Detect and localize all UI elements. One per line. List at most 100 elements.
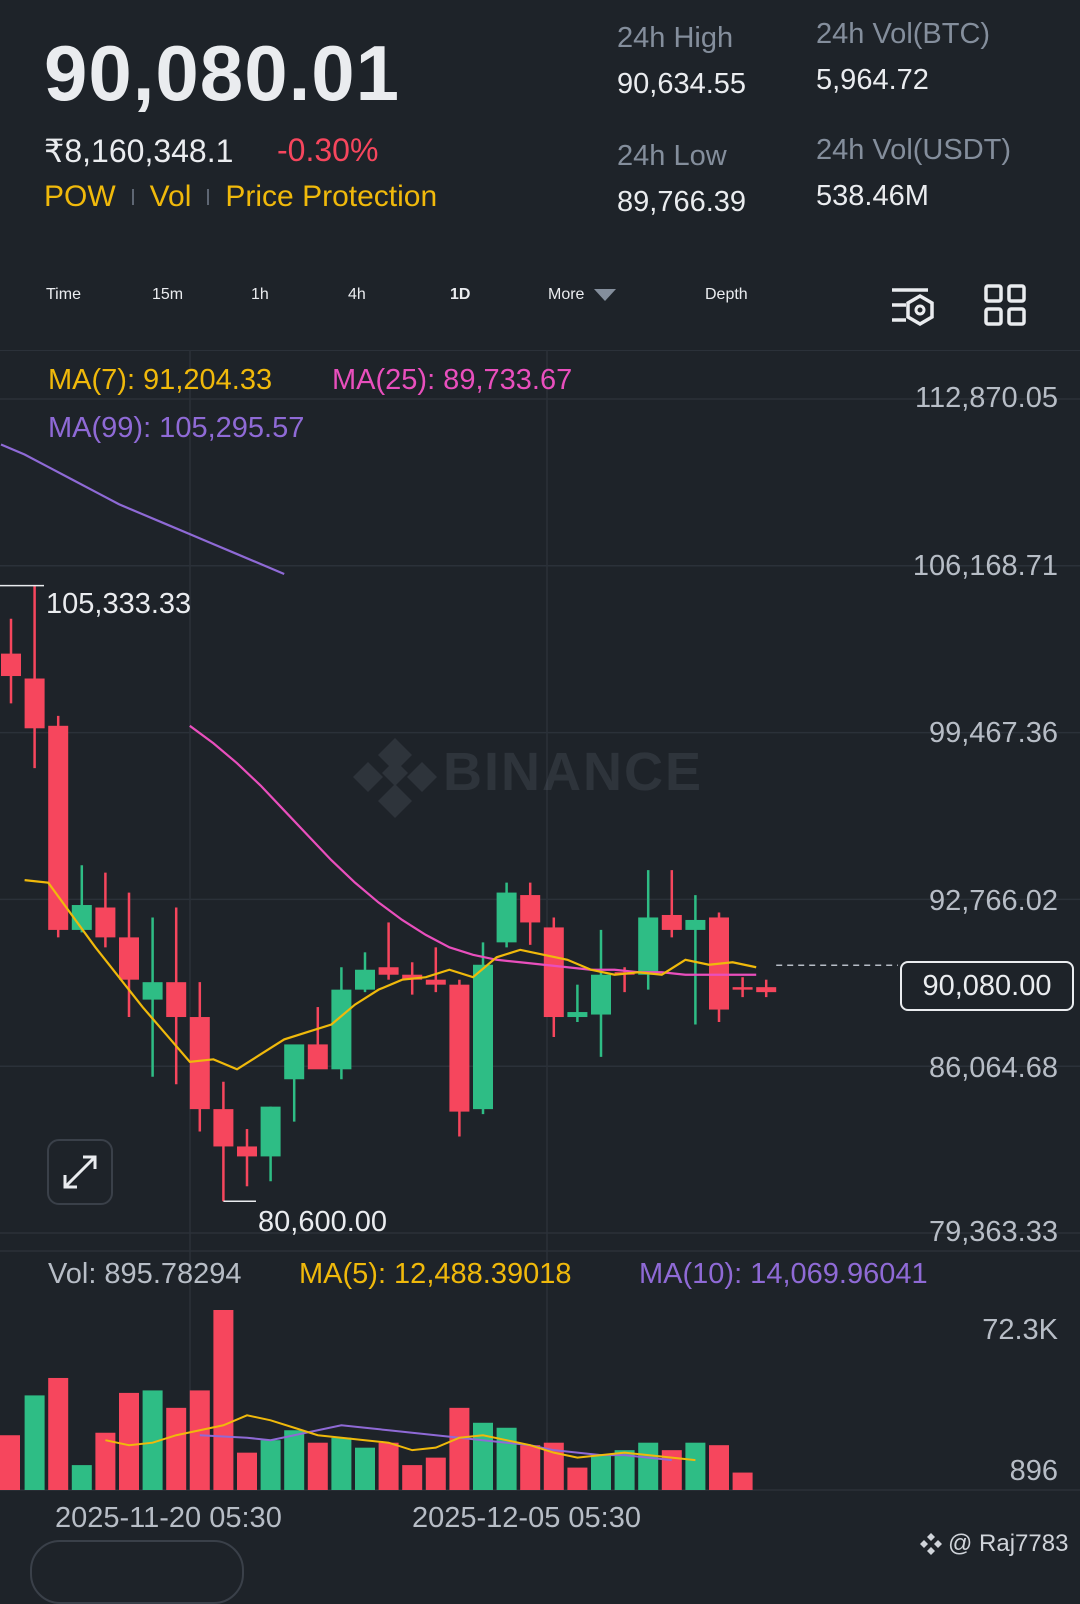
candle-down xyxy=(732,987,753,990)
user-tag-text: @ Raj7783 xyxy=(948,1530,1069,1557)
low-marker-label: 80,600.00 xyxy=(258,1206,388,1238)
candle-down xyxy=(307,1044,328,1070)
volume-bar xyxy=(0,1435,20,1490)
volume-bar xyxy=(237,1452,257,1490)
volume-bar xyxy=(520,1445,541,1490)
tag-pow[interactable]: POW xyxy=(44,180,116,213)
volume-bar xyxy=(95,1432,116,1490)
volume-bar xyxy=(307,1442,328,1490)
price-inr: ₹8,160,348.1 xyxy=(44,133,234,169)
candle-down xyxy=(425,979,446,985)
candle-down xyxy=(402,974,423,980)
price-tick: 112,870.05 xyxy=(915,382,1058,414)
tab-15m[interactable]: 15m xyxy=(152,286,184,303)
volume-bar xyxy=(213,1310,234,1490)
tag-vol[interactable]: Vol xyxy=(149,180,192,213)
candle-up xyxy=(473,964,493,1110)
volume-bar xyxy=(732,1472,753,1490)
stat-24h-vol-usdt-label: 24h Vol(USDT) xyxy=(816,134,1012,166)
tab-more[interactable]: More xyxy=(548,286,617,304)
chevron-down-icon xyxy=(594,288,617,301)
tag-separator xyxy=(131,189,134,205)
candle-up xyxy=(284,1044,305,1080)
volume-bar xyxy=(378,1442,399,1490)
ma25-line xyxy=(189,724,757,976)
candle-down xyxy=(213,1109,234,1147)
tag-price-protection[interactable]: Price Protection xyxy=(225,180,438,213)
volume-bar xyxy=(425,1457,446,1490)
x-axis-date: 2025-12-05 05:30 xyxy=(412,1502,641,1534)
price-tick: 79,363.33 xyxy=(928,1216,1058,1248)
grid-layout-icon[interactable] xyxy=(984,284,1026,326)
volume-bar xyxy=(71,1465,92,1490)
volume-label: Vol: 895.78294 xyxy=(48,1258,242,1290)
ma99-line xyxy=(0,443,285,575)
stat-24h-vol-usdt-value: 538.46M xyxy=(816,180,929,212)
volume-bar xyxy=(284,1430,305,1490)
volume-bar xyxy=(685,1442,706,1490)
binance-watermark-icon xyxy=(353,738,437,818)
candle-up xyxy=(638,917,659,975)
volume-bar xyxy=(189,1390,210,1490)
volume-bar xyxy=(48,1377,69,1490)
candle-down xyxy=(95,907,116,938)
volume-bar xyxy=(709,1445,729,1490)
candle-down xyxy=(756,987,777,993)
candle-down xyxy=(661,914,682,930)
ma25-label: MA(25): 89,733.67 xyxy=(332,364,573,396)
binance-logo-icon xyxy=(920,1533,942,1555)
price-tick: 86,064.68 xyxy=(928,1052,1058,1084)
stat-24h-vol-btc-label: 24h Vol(BTC) xyxy=(816,18,991,50)
volume-ma10-label: MA(10): 14,069.96041 xyxy=(639,1258,928,1290)
candle-up xyxy=(567,1012,588,1018)
candle-down xyxy=(1,653,21,677)
candle-down xyxy=(237,1146,257,1157)
volume-tick: 896 xyxy=(1009,1455,1058,1487)
candle-down xyxy=(449,984,470,1112)
volume-bar xyxy=(496,1427,517,1490)
candlestick-chart[interactable]: BINANCE xyxy=(0,350,1080,1540)
volume-bar xyxy=(260,1440,281,1490)
tab-depth[interactable]: Depth xyxy=(705,286,748,303)
tab-time[interactable]: Time xyxy=(46,286,81,303)
binance-watermark-text: BINANCE xyxy=(443,742,703,802)
volume-ma10-line xyxy=(199,1424,672,1462)
indicator-settings-icon[interactable] xyxy=(888,284,936,328)
stat-24h-high-label: 24h High xyxy=(617,22,734,54)
divider xyxy=(0,350,1080,351)
volume-bar xyxy=(449,1407,470,1490)
volume-bar xyxy=(473,1422,493,1490)
tab-4h[interactable]: 4h xyxy=(348,286,366,303)
price-tick: 92,766.02 xyxy=(928,885,1058,917)
user-tag: @ Raj7783 xyxy=(918,1530,1068,1558)
volume-tick: 72.3K xyxy=(982,1314,1058,1346)
candle-up xyxy=(496,892,517,943)
price-tick: 99,467.36 xyxy=(928,717,1058,749)
tab-1h[interactable]: 1h xyxy=(251,286,269,303)
ma7-label: MA(7): 91,204.33 xyxy=(48,364,273,396)
volume-bar xyxy=(119,1392,139,1490)
last-price: 90,080.01 xyxy=(44,29,401,117)
volume-ma5-line xyxy=(105,1414,696,1462)
stat-24h-high-value: 90,634.55 xyxy=(617,68,747,100)
binance-watermark: BINANCE xyxy=(353,738,703,818)
candle-down xyxy=(520,895,541,923)
fullscreen-button[interactable] xyxy=(47,1139,113,1205)
candle-up xyxy=(331,989,352,1070)
tab-more-label: More xyxy=(548,286,585,303)
candle-up xyxy=(260,1106,281,1157)
candle-down xyxy=(543,927,564,1018)
tag-list: POW Vol Price Protection xyxy=(44,180,437,214)
tab-1d[interactable]: 1D xyxy=(450,286,471,303)
volume-bar xyxy=(355,1447,375,1490)
stat-24h-low-value: 89,766.39 xyxy=(617,186,747,218)
volume-bar xyxy=(166,1407,187,1490)
volume-ma5-label: MA(5): 12,488.39018 xyxy=(299,1258,572,1290)
tag-separator xyxy=(207,189,210,205)
price-change-percent: -0.30% xyxy=(277,132,379,168)
price-tick: 106,168.71 xyxy=(912,550,1058,582)
bottom-action-button[interactable] xyxy=(30,1540,244,1604)
candle-down xyxy=(189,1017,210,1110)
high-marker-label: 105,333.33 xyxy=(46,588,192,620)
stat-24h-vol-btc-value: 5,964.72 xyxy=(816,64,929,96)
